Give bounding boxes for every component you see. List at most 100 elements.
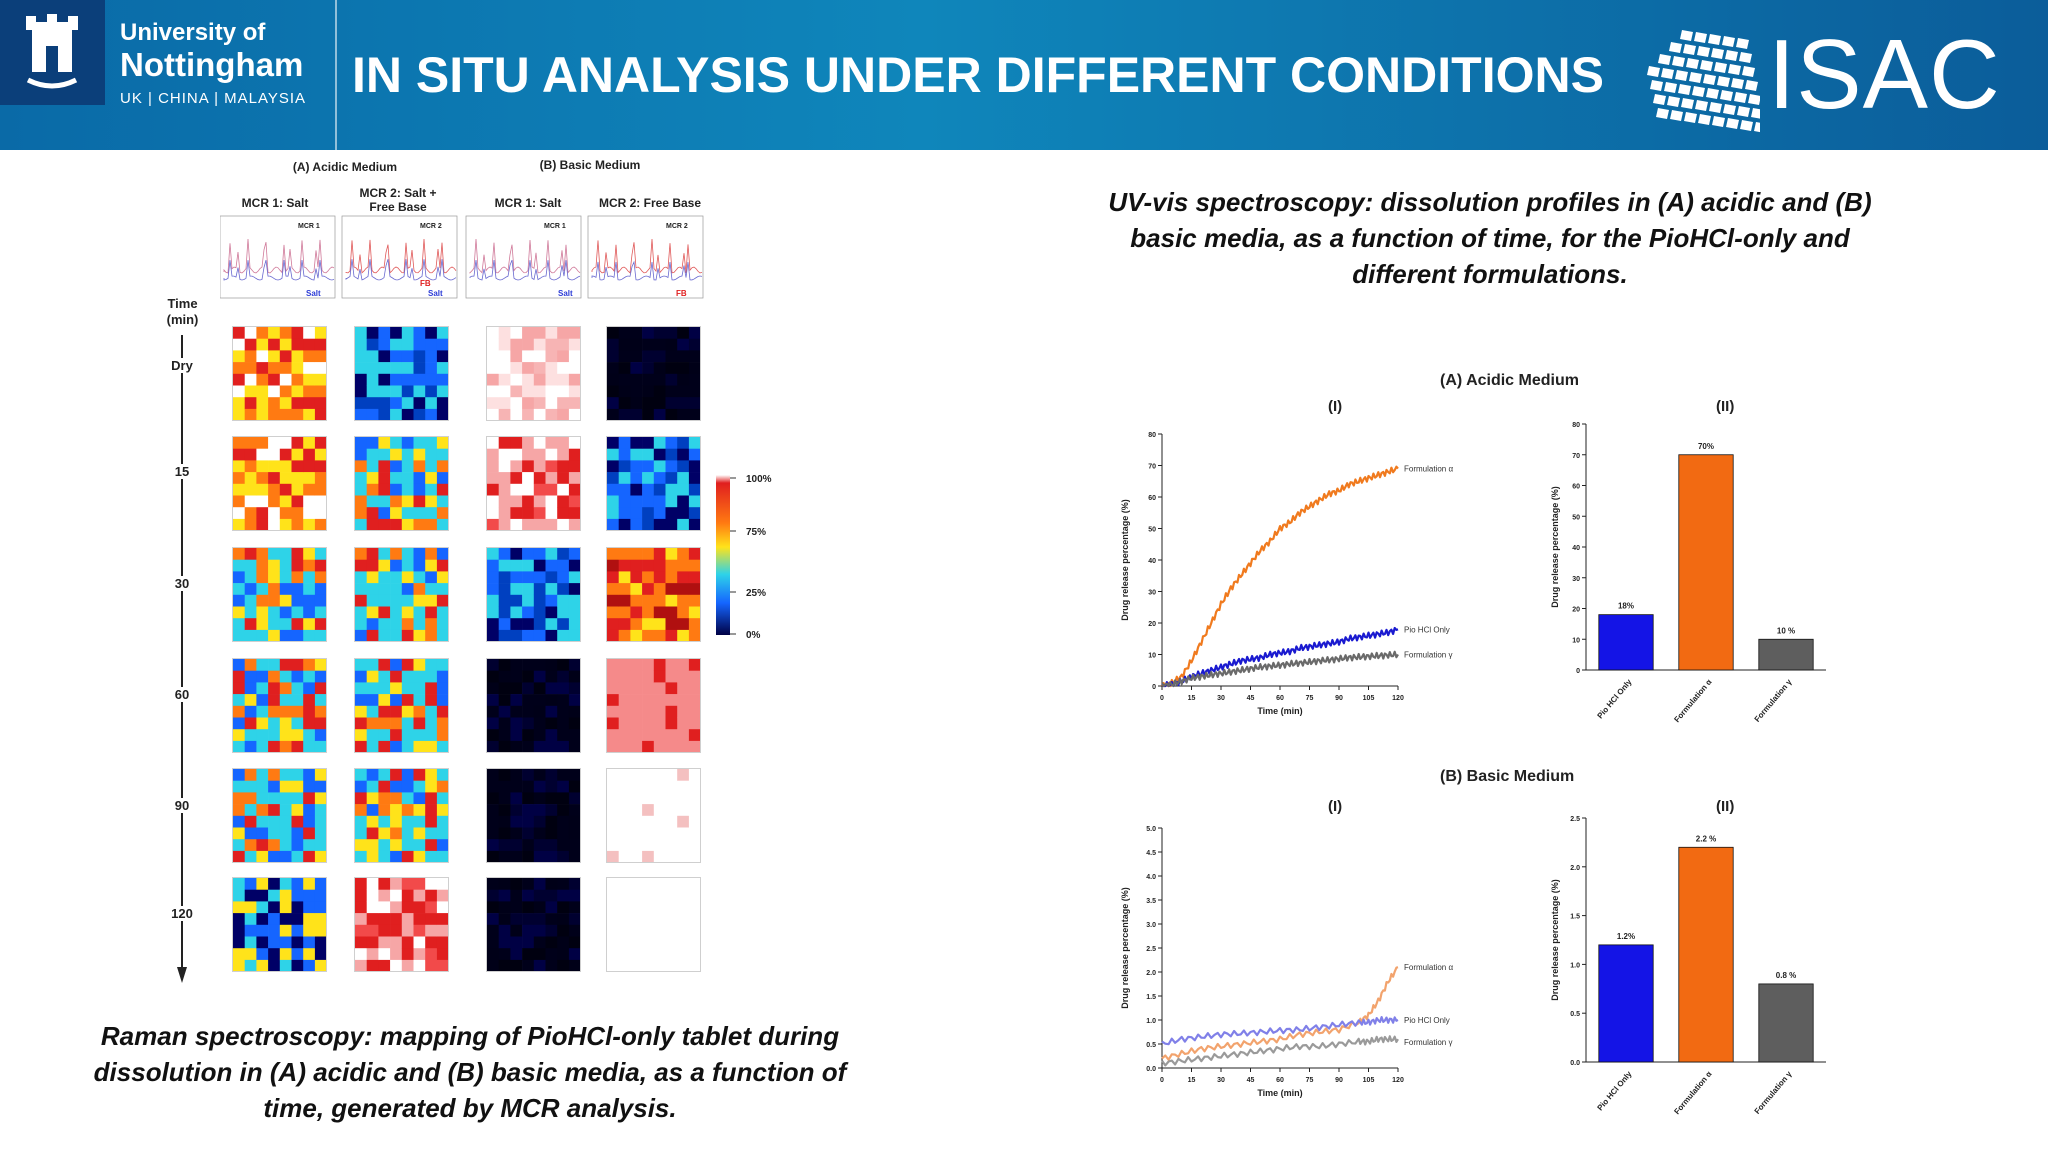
y-tick-label: 3.5 [1146, 898, 1156, 905]
isac-grid-cell [1686, 58, 1699, 69]
raman-medium-b-label: (B) Basic Medium [539, 158, 641, 172]
colorbar-label-75: 75% [746, 527, 766, 538]
y-tick-label: 0.0 [1570, 1060, 1580, 1067]
y-tick-label: 2.0 [1570, 865, 1580, 872]
isac-grid-cell [1745, 80, 1758, 91]
raman-map-panel [354, 658, 449, 753]
column-label-4: MCR 2: Free Base [598, 196, 702, 210]
isac-grid-cell [1697, 46, 1710, 57]
university-name: University of Nottingham UK | CHINA | MA… [120, 20, 307, 108]
bar-value-label: 18% [1618, 602, 1634, 611]
raman-map-panel [486, 877, 581, 972]
x-tick-label: 45 [1247, 695, 1255, 702]
mcr-spectrum: MCR 1 [220, 215, 336, 299]
x-axis-label: Time (min) [1257, 706, 1302, 716]
time-axis-title: Time (min) [166, 296, 199, 327]
isac-grid-cell [1684, 112, 1697, 123]
raman-map-panel [486, 326, 581, 421]
spectrum-tag: MCR 2 [666, 223, 688, 230]
isac-grid-cell [1692, 86, 1705, 97]
x-tick-label: 90 [1335, 1077, 1343, 1084]
isac-grid-cell [1661, 68, 1674, 79]
y-tick-label: 2.0 [1146, 970, 1156, 977]
isac-grid-cell [1700, 60, 1713, 71]
x-tick-label: 75 [1306, 1077, 1314, 1084]
isac-grid-cell [1647, 66, 1660, 77]
colorbar-label-100: 100% [746, 474, 772, 485]
bar [1598, 944, 1654, 1063]
isac-grid-cell [1731, 78, 1744, 89]
series-line [1161, 1035, 1399, 1067]
isac-grid-cell [1711, 48, 1724, 59]
raman-medium-a-label: (A) Acidic Medium [292, 160, 398, 174]
y-tick-label: 0 [1576, 668, 1580, 675]
series-line [1161, 465, 1399, 688]
isac-grid-cell [1720, 90, 1733, 101]
y-tick-label: 80 [1148, 432, 1156, 439]
colorbar: 100% 75% 25% 0% [716, 474, 772, 641]
y-tick-label: 60 [1148, 495, 1156, 502]
isac-grid-cell [1706, 88, 1719, 99]
y-tick-label: 0.5 [1146, 1042, 1156, 1049]
isac-grid-cell [1683, 44, 1696, 55]
x-tick-label: 60 [1276, 1077, 1284, 1084]
legend-label: Formulation α [1404, 465, 1453, 474]
spectrum-label: Salt [306, 289, 321, 298]
bar-category-label: Pio HCl Only [1595, 677, 1633, 720]
bar [1678, 846, 1734, 1063]
y-tick-label: 0.5 [1570, 1011, 1580, 1018]
series-line [1161, 650, 1399, 688]
isac-grid-icon [1630, 14, 1767, 136]
y-tick-label: 1.5 [1570, 914, 1580, 921]
basic-bar-chart: 0.0 0.5 1.0 1.5 2.0 2.5 Drug release percentag… [1550, 816, 1826, 1116]
basic-bar-sublabel: (II) [1716, 798, 1735, 815]
acidic-line-sublabel: (I) [1328, 398, 1343, 415]
y-tick-label: 70 [1148, 464, 1156, 471]
legend-label: Formulation γ [1404, 1038, 1452, 1047]
raman-caption: Raman spectroscopy: mapping of PioHCl-on… [93, 1021, 847, 1123]
bar-value-label: 1.2% [1617, 932, 1635, 941]
mcr-spectrum: MCR 1 [465, 215, 582, 299]
series-line [1161, 1016, 1399, 1046]
isac-grid-cell [1734, 92, 1747, 103]
y-tick-label: 80 [1572, 422, 1580, 429]
isac-grid-cell [1709, 102, 1722, 113]
isac-grid-cell [1703, 74, 1716, 85]
bar [1758, 638, 1814, 671]
time-label: 30 [152, 576, 212, 591]
y-tick-label: 1.0 [1146, 1018, 1156, 1025]
bar-value-label: 2.2 % [1696, 834, 1716, 843]
raman-map-panel [606, 326, 701, 421]
raman-map-panel [232, 658, 327, 753]
university-logo: University of Nottingham UK | CHINA | MA… [0, 0, 337, 150]
isac-grid-cell [1723, 104, 1736, 115]
isac-grid-cell [1664, 82, 1677, 93]
x-tick-label: 120 [1392, 1077, 1404, 1084]
raman-map-panel [606, 436, 701, 531]
acidic-medium-heading: (A) Acidic Medium [1440, 372, 1579, 389]
raman-map-panel [232, 877, 327, 972]
y-tick-label: 4.5 [1146, 850, 1156, 857]
raman-map-panel [486, 658, 581, 753]
x-tick-label: 120 [1392, 695, 1404, 702]
university-line-3: UK | CHINA | MALAYSIA [120, 90, 307, 107]
spectrum-tag: MCR 2 [420, 223, 442, 230]
time-label: 120 [152, 906, 212, 921]
x-tick-label: 0 [1160, 695, 1164, 702]
column-label-3: MCR 1: Salt [494, 196, 562, 210]
isac-grid-cell [1740, 120, 1753, 131]
raman-map-panel [232, 547, 327, 642]
spectrum-label: Salt [558, 289, 573, 298]
bar-value-label: 0.8 % [1776, 971, 1796, 980]
colorbar-label-25: 25% [746, 588, 766, 599]
raman-map-panel [354, 326, 449, 421]
isac-grid-cell [1717, 76, 1730, 87]
x-tick-label: 0 [1160, 1077, 1164, 1084]
x-tick-label: 105 [1363, 1077, 1375, 1084]
header-banner: University of Nottingham UK | CHINA | MA… [0, 0, 2048, 150]
university-line-2: Nottingham [120, 46, 304, 83]
isac-grid-cell [1742, 66, 1755, 77]
y-tick-label: 40 [1572, 545, 1580, 552]
y-tick-label: 2.5 [1570, 816, 1580, 823]
time-arrow [177, 335, 187, 983]
